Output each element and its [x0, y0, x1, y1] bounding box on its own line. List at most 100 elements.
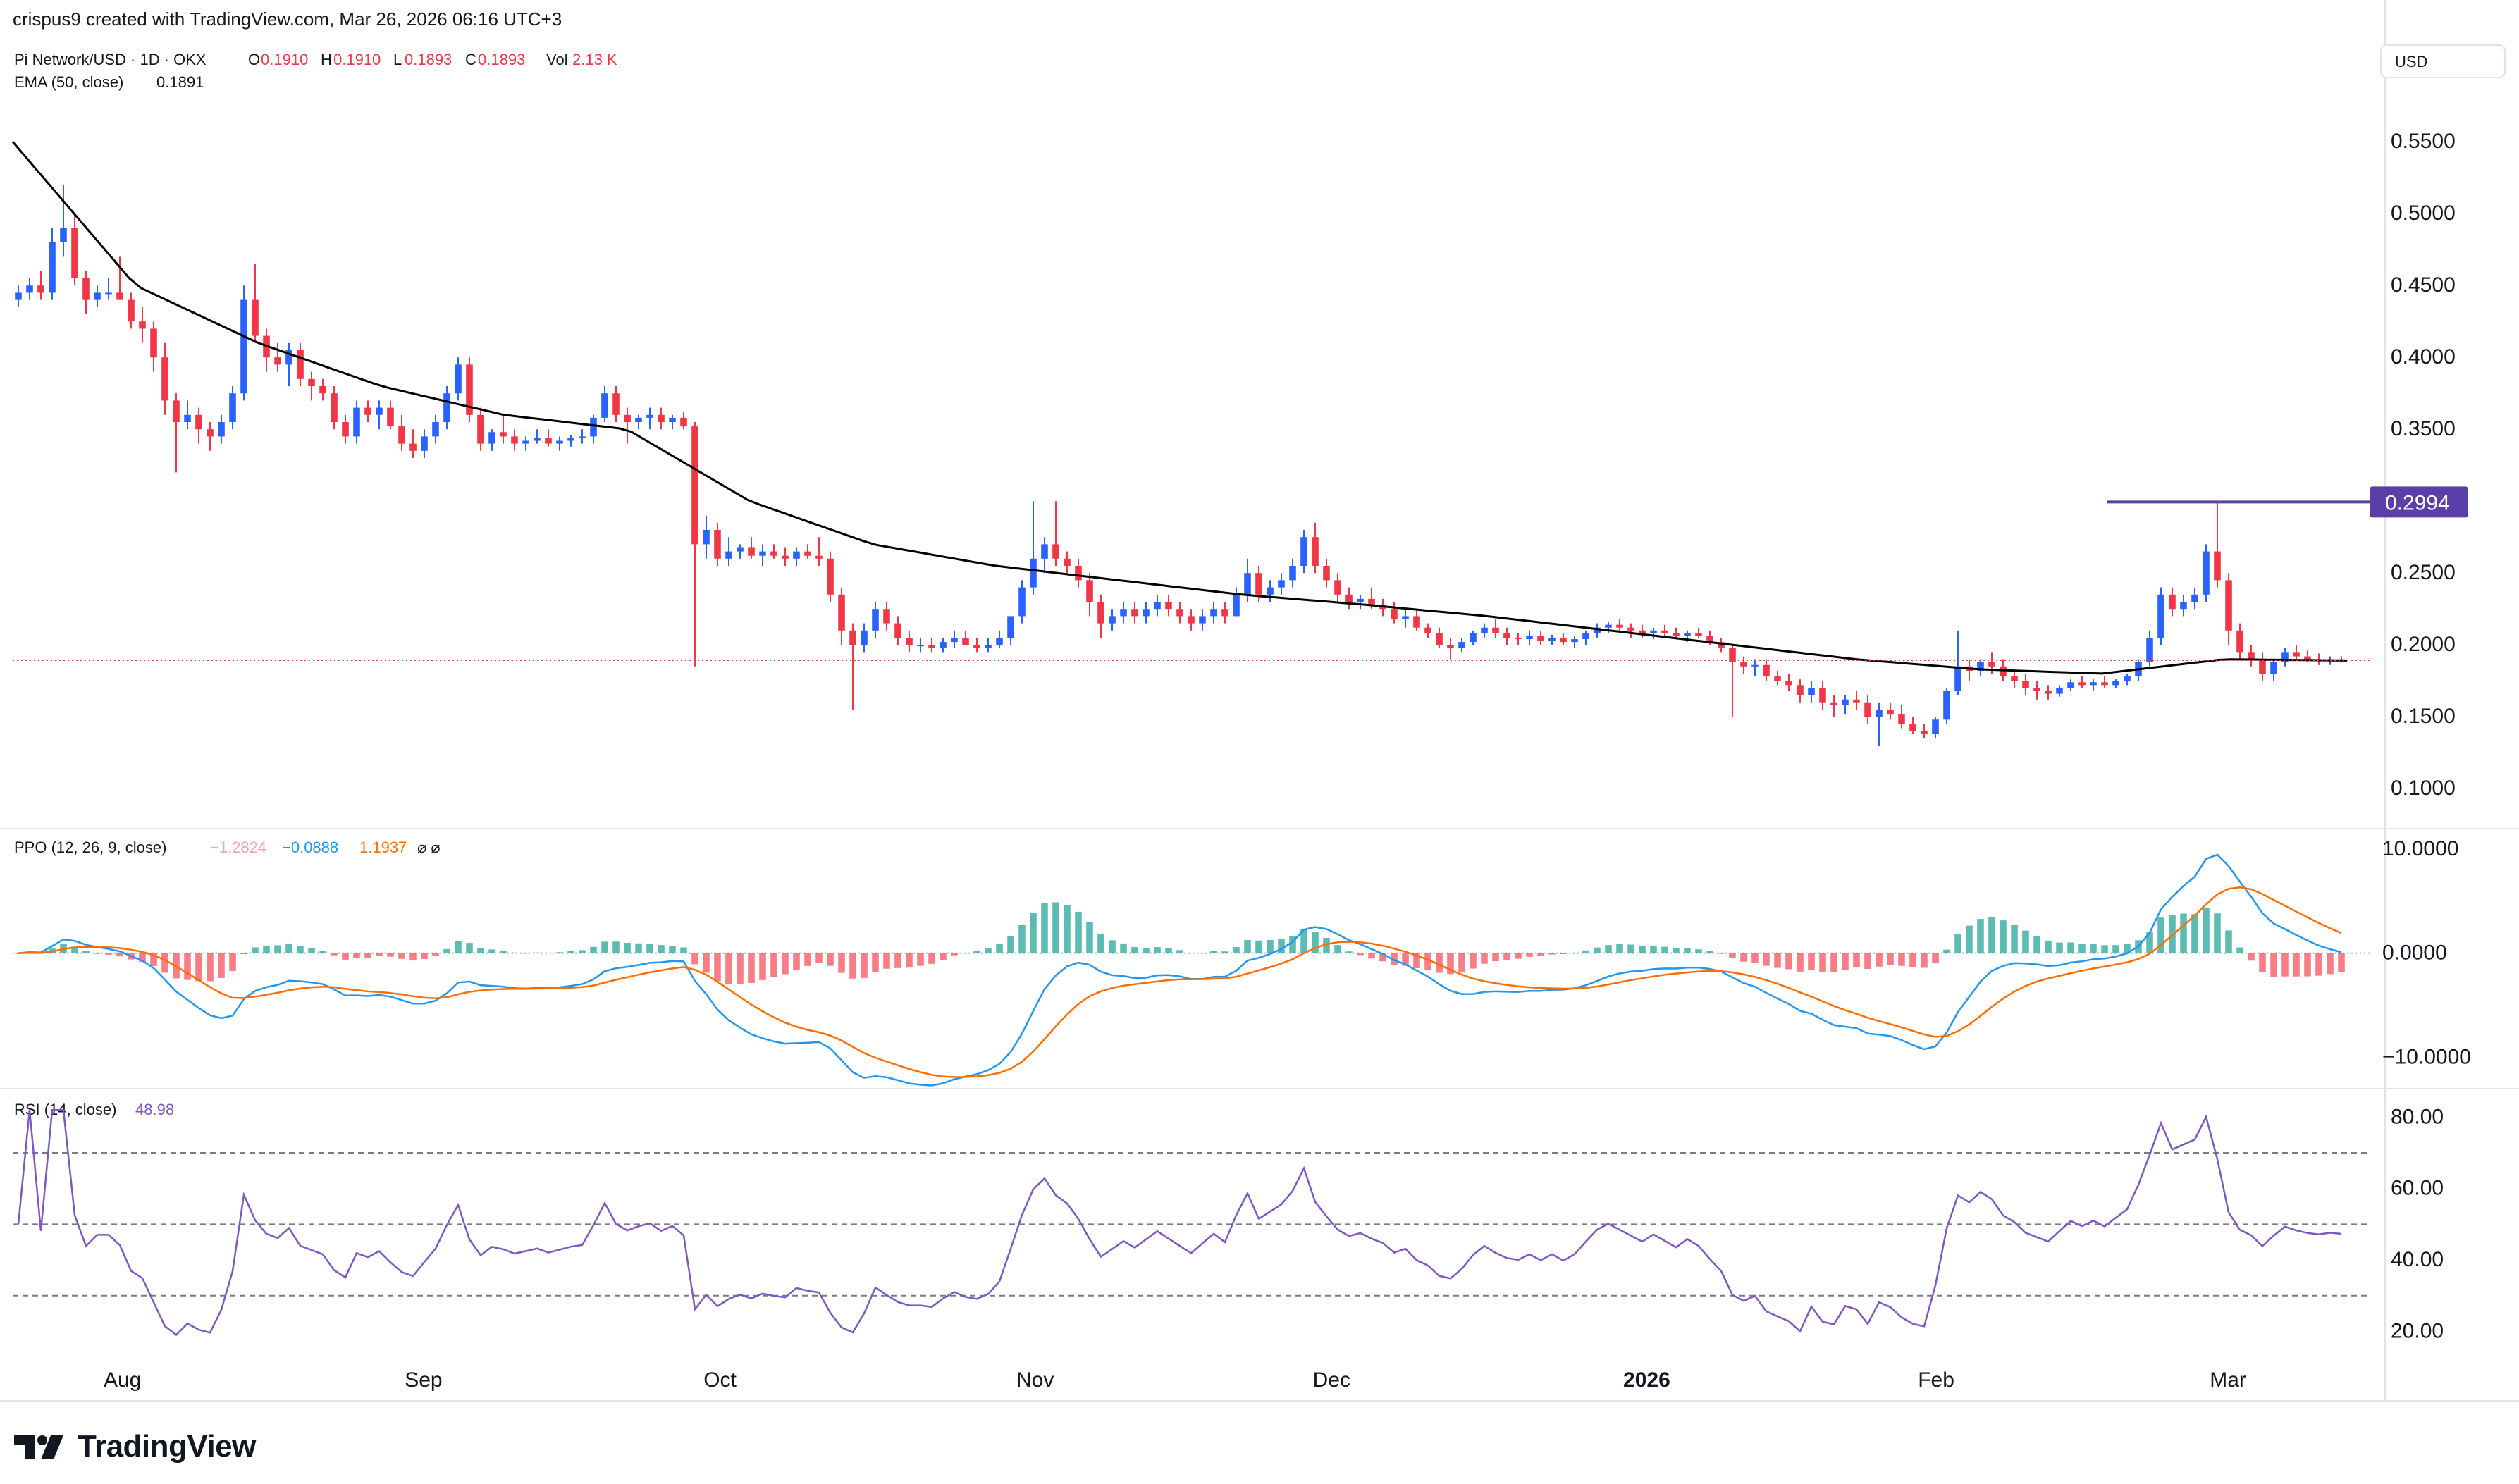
ppo-hist-bar	[1255, 940, 1262, 953]
ppo-hist-bar	[1447, 953, 1454, 975]
ppo-hist-bar	[567, 951, 574, 953]
candle-body	[2169, 594, 2176, 610]
ppo-hist-bar	[770, 953, 777, 977]
ppo-hist-bar	[804, 953, 811, 966]
price-tick-label: 0.4000	[2391, 345, 2456, 369]
candle-body	[1143, 609, 1150, 617]
ppo-hist-bar	[364, 953, 371, 958]
ppo-hist-bar	[2259, 953, 2266, 972]
ppo-hist-bar	[1165, 948, 1172, 953]
time-tick-label: Oct	[703, 1368, 737, 1392]
candle-body	[1988, 662, 1995, 667]
ppo-hist-bar	[1751, 953, 1759, 963]
candle-body	[71, 228, 78, 278]
ppo-hist-bar	[579, 950, 586, 953]
candle-body	[545, 438, 552, 444]
candle-body	[1560, 638, 1567, 643]
ppo-hist-bar	[1661, 946, 1668, 953]
candle-body	[1323, 566, 1330, 581]
ppo-hist-bar	[748, 953, 755, 983]
candle-body	[1684, 633, 1691, 636]
candle-body	[1255, 573, 1262, 595]
ppo-hist-bar	[1797, 953, 1804, 972]
ppo-hist-bar	[150, 953, 157, 966]
candle-body	[308, 378, 315, 386]
candle-body	[1481, 627, 1488, 633]
candle-body	[1436, 633, 1443, 645]
candle-body	[522, 440, 529, 444]
ppo-hist-bar	[1402, 953, 1409, 966]
candle-body	[466, 364, 473, 415]
price-axis: 0.5500 0.5000 0.4500 0.4000 0.3500 0.2500 0.20…	[2391, 130, 2456, 800]
ppo-hist-bar	[917, 953, 924, 966]
ppo-hist-bar	[1548, 953, 1556, 955]
ppo-hist-bar	[1977, 919, 1984, 953]
candle-body	[2101, 682, 2108, 686]
ppo-hist-bar	[793, 953, 800, 970]
candle-body	[1876, 710, 1883, 717]
ppo-hist-bar	[94, 953, 101, 954]
currency-button[interactable]: USD	[2380, 44, 2506, 78]
ppo-hist-bar	[116, 953, 123, 957]
candle-body	[1661, 630, 1668, 633]
candle-body	[116, 292, 123, 300]
candle-body	[2281, 652, 2289, 662]
ppo-hist-bar	[928, 953, 935, 964]
ppo-hist-bar	[1594, 947, 1601, 953]
candle-body	[996, 638, 1003, 645]
ppo-hist-bar	[759, 953, 766, 980]
candle-body	[353, 407, 360, 437]
ppo-hist-bar	[229, 953, 236, 971]
candle-body	[150, 328, 157, 358]
candle-body	[1018, 587, 1026, 617]
candle-body	[455, 364, 462, 394]
ppo-settings-icon: ⌀ ⌀	[417, 839, 441, 856]
ppo-axis: 10.0000 0.0000 −10.0000	[2382, 837, 2471, 1069]
candle-body	[827, 558, 834, 595]
ppo-hist-bar	[2281, 953, 2289, 977]
candle-body	[342, 422, 349, 437]
candle-body	[1233, 594, 1240, 617]
candle-body	[1797, 685, 1804, 695]
ppo-hist-bar	[1368, 953, 1375, 959]
candle-body	[1605, 624, 1612, 628]
ppo-hist-bar	[1233, 947, 1240, 953]
ppo-hist-bar	[285, 943, 292, 953]
candle-body	[770, 551, 777, 556]
candle-body	[2022, 681, 2029, 688]
candle-body	[1582, 633, 1589, 640]
ppo-hist-bar	[82, 951, 90, 953]
ppo-hist-bar	[1244, 940, 1251, 953]
candle-body	[252, 299, 259, 336]
candle-body	[635, 417, 642, 422]
ppo-hist-bar	[1176, 950, 1183, 953]
ppo-hist-bar	[691, 953, 698, 965]
ppo-hist-bar	[2045, 940, 2052, 953]
ppo-hist-bar	[139, 953, 146, 963]
candles	[15, 185, 2345, 746]
ppo-hist-bar	[49, 947, 56, 953]
ppo-hist-bar	[1988, 917, 1995, 953]
candle-body	[1244, 573, 1251, 595]
candle-body	[1616, 624, 1623, 628]
candle-body	[2248, 652, 2255, 660]
candle-body	[793, 551, 800, 559]
rsi-value: 48.98	[135, 1101, 174, 1118]
ppo-hist-bar	[1819, 953, 1826, 972]
low-label: L	[393, 51, 402, 68]
time-axis: Aug Sep Oct Nov Dec 2026 Feb Mar	[104, 1368, 2246, 1392]
candle-body	[488, 432, 495, 444]
candle-body	[218, 422, 225, 437]
candle-body	[883, 609, 890, 624]
ppo-hist-bar	[940, 953, 947, 960]
ppo-hist-bar	[1007, 936, 1014, 953]
open-value: 0.1910	[261, 51, 308, 68]
ppo-hist-bar	[1673, 948, 1680, 953]
ppo-hist-bar	[2157, 917, 2164, 953]
ppo-hist-bar	[184, 953, 191, 980]
candle-body	[1458, 642, 1465, 648]
ema-label: EMA (50, close)	[14, 73, 123, 91]
ppo-hist-bar	[1481, 953, 1488, 964]
candle-body	[1221, 609, 1228, 617]
